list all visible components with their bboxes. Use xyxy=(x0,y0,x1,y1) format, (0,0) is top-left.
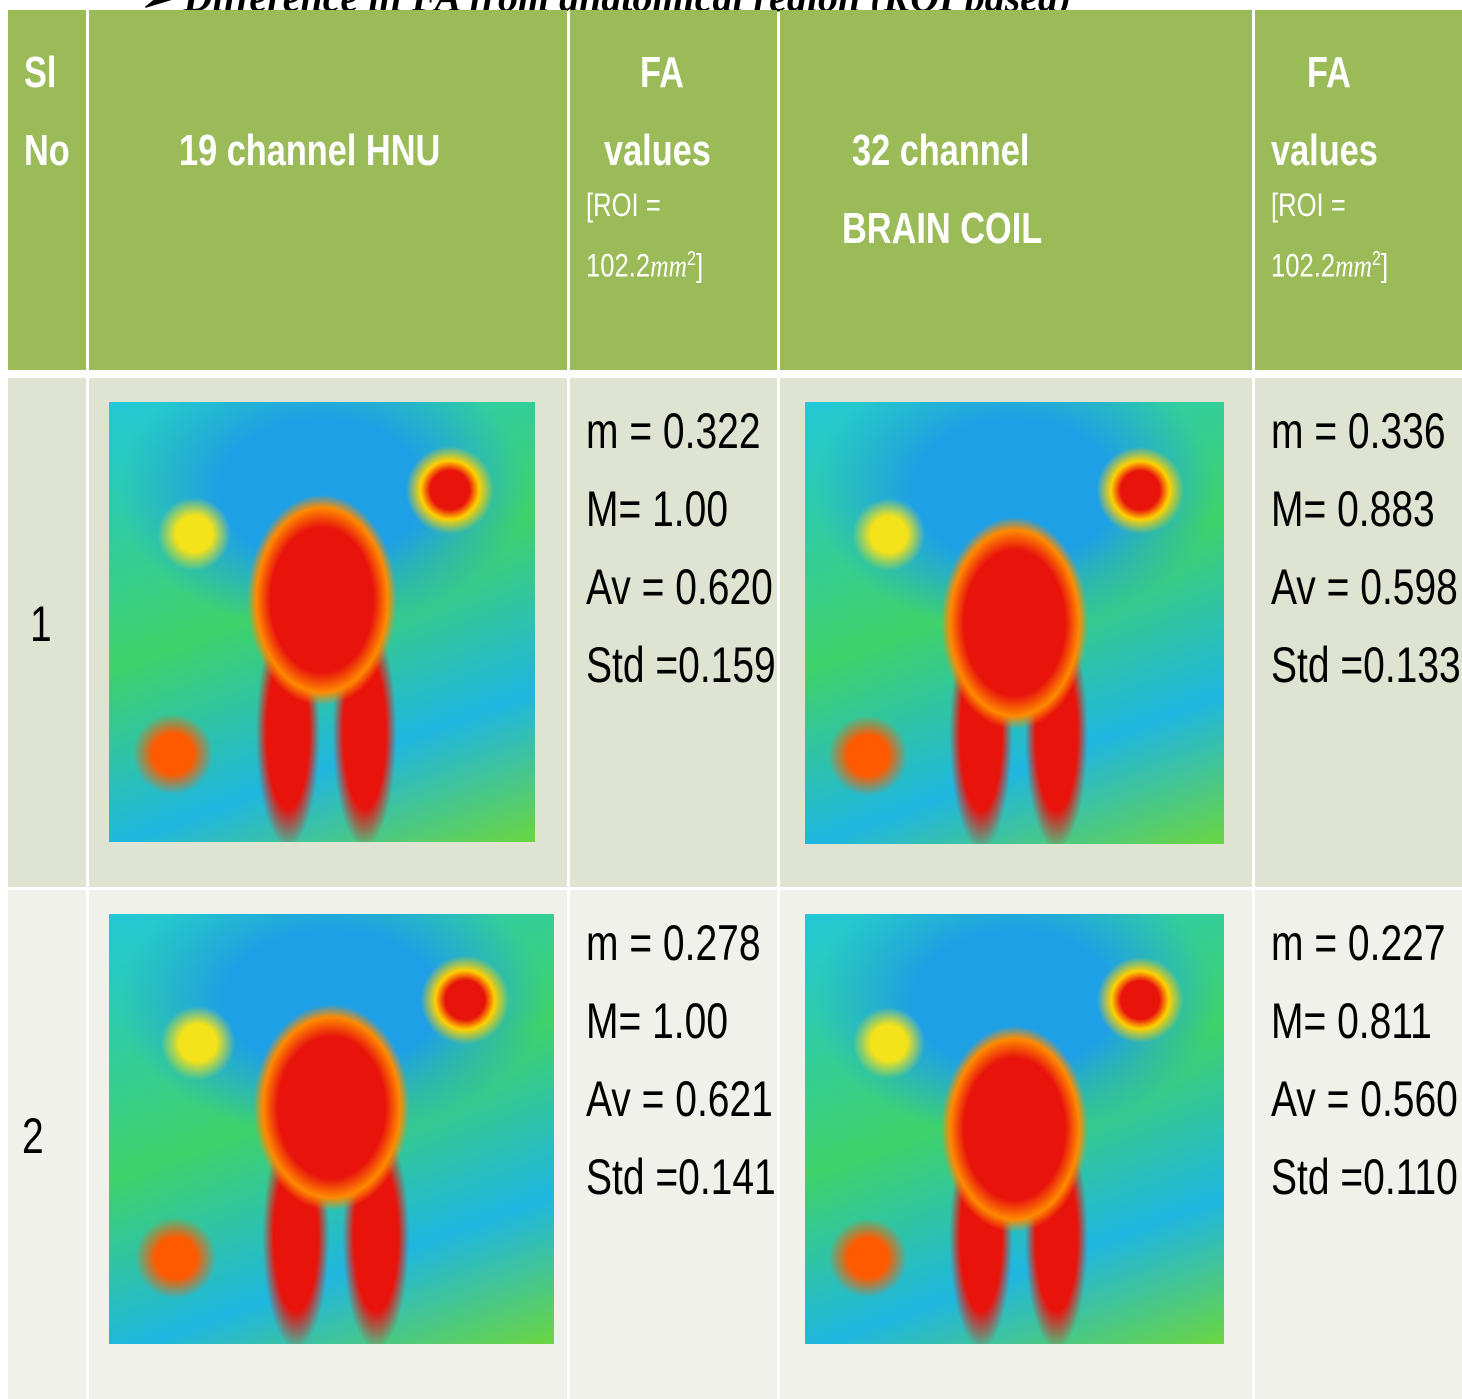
roi-exp: 2 xyxy=(1372,248,1381,270)
roi-exp: 2 xyxy=(687,248,696,270)
header-text: FA xyxy=(640,48,684,97)
fa-stat: Av = 0.560 xyxy=(1271,1071,1458,1127)
fa-map-image xyxy=(805,914,1224,1344)
fa-stat: Av = 0.620 xyxy=(586,559,773,615)
fa-stat: Std =0.133 xyxy=(1271,637,1461,693)
table-cell xyxy=(89,378,567,887)
roi-suffix: ] xyxy=(695,247,704,284)
header-text: BRAIN COIL xyxy=(842,204,1043,253)
roi-suffix: ] xyxy=(1380,247,1389,284)
header-cell: FA values [ROI = 102.2mm2] xyxy=(1255,10,1462,370)
fa-map-image xyxy=(805,402,1224,844)
fa-map-image xyxy=(109,914,554,1344)
fa-stat: M= 0.811 xyxy=(1271,993,1432,1049)
fa-stat: m = 0.278 xyxy=(586,915,761,971)
header-line: Sl xyxy=(24,48,57,97)
header-cell: Sl No xyxy=(8,10,86,370)
roi-value: 102.2 xyxy=(1271,247,1336,284)
fa-map-image xyxy=(109,402,535,842)
table-cell: 2 xyxy=(8,890,86,1399)
header-text: Sl No xyxy=(24,34,70,190)
header-text: 32 channel xyxy=(852,126,1030,175)
header-cell: FA values [ROI = 102.2mm2] xyxy=(570,10,777,370)
table-cell xyxy=(89,890,567,1399)
header-text: values xyxy=(1271,126,1378,175)
fa-stat: Std =0.159 xyxy=(586,637,776,693)
table-cell xyxy=(780,378,1252,887)
header-text: 19 channel HNU xyxy=(179,126,441,175)
header-line: No xyxy=(24,126,70,175)
roi-text: [ROI = xyxy=(586,187,661,223)
fa-stat: m = 0.322 xyxy=(586,403,761,459)
fa-stat: M= 1.00 xyxy=(586,481,729,537)
header-text: FA xyxy=(1307,48,1351,97)
table-cell: 1 xyxy=(8,378,86,887)
fa-stat: m = 0.336 xyxy=(1271,403,1446,459)
fa-stat: M= 0.883 xyxy=(1271,481,1435,537)
row-number: 1 xyxy=(30,595,52,652)
fa-stat: Av = 0.598 xyxy=(1271,559,1458,615)
fa-stat: Std =0.110 xyxy=(1271,1149,1458,1205)
table-cell: m = 0.278 M= 1.00 Av = 0.621 Std =0.141 xyxy=(570,890,777,1399)
table-cell: m = 0.336 M= 0.883 Av = 0.598 Std =0.133 xyxy=(1255,378,1462,887)
fa-stat: Av = 0.621 xyxy=(586,1071,773,1127)
fa-stat: M= 1.00 xyxy=(586,993,729,1049)
roi-unit: mm xyxy=(650,247,688,284)
row-number: 2 xyxy=(22,1107,44,1164)
table-cell: m = 0.322 M= 1.00 Av = 0.620 Std =0.159 xyxy=(570,378,777,887)
roi-text: [ROI = xyxy=(1271,187,1346,223)
roi-unit: mm xyxy=(1335,247,1373,284)
roi-value: 102.2 xyxy=(586,247,651,284)
roi-text: 102.2mm2] xyxy=(1271,232,1388,293)
fa-stat: m = 0.227 xyxy=(1271,915,1446,971)
roi-text: 102.2mm2] xyxy=(586,232,703,293)
header-cell: 32 channel BRAIN COIL xyxy=(780,10,1252,370)
header-text: values xyxy=(604,126,711,175)
header-cell: 19 channel HNU xyxy=(89,10,567,370)
fa-stat: Std =0.141 xyxy=(586,1149,776,1205)
table-cell: m = 0.227 M= 0.811 Av = 0.560 Std =0.110 xyxy=(1255,890,1462,1399)
table-cell xyxy=(780,890,1252,1399)
